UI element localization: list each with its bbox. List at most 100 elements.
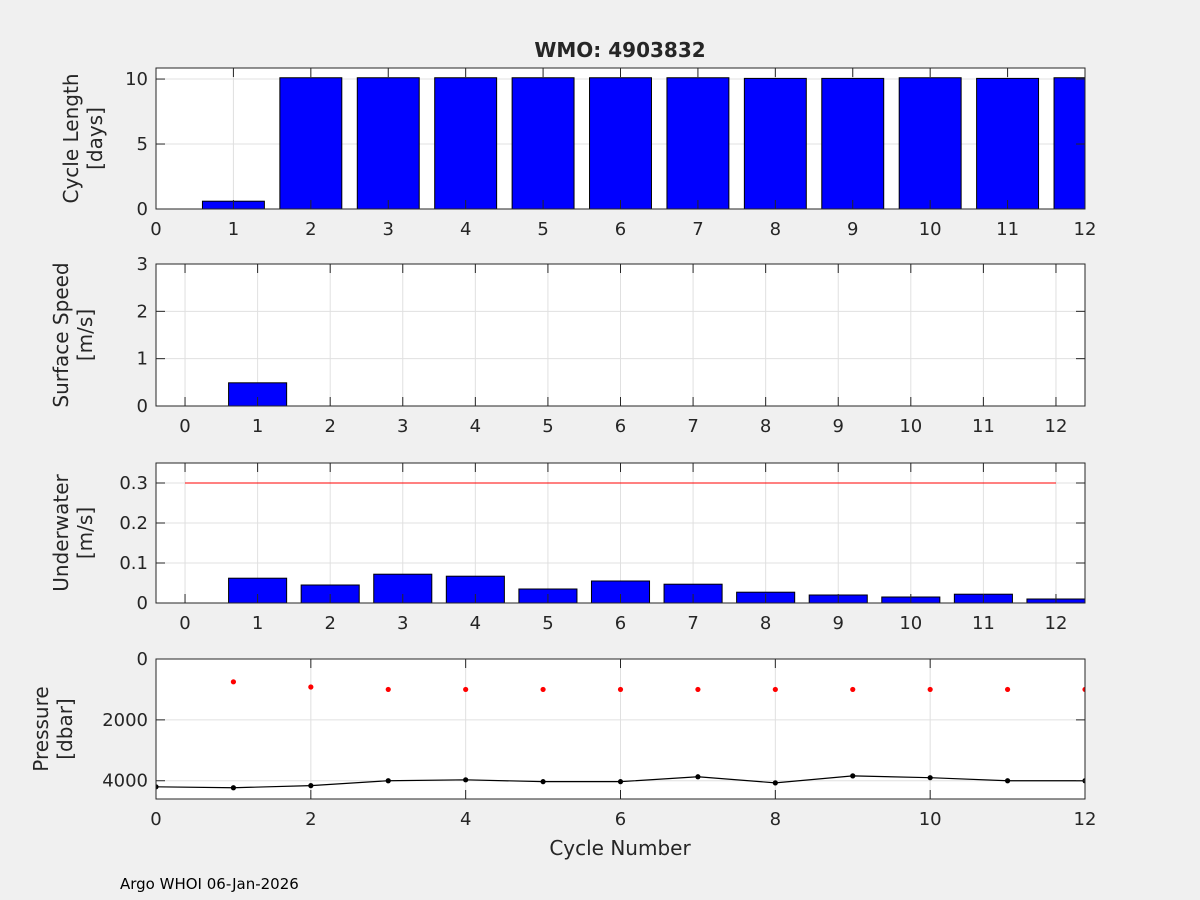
- x-tick-label: 0: [179, 416, 190, 437]
- y-tick-label: 4000: [102, 771, 148, 792]
- data-point: [156, 784, 159, 790]
- x-tick-label: 10: [919, 219, 942, 240]
- data-point: [385, 778, 391, 784]
- y-tick-label: 0: [137, 593, 148, 614]
- bar: [743, 77, 807, 209]
- x-tick-label: 12: [1074, 219, 1097, 240]
- x-axis-label: Cycle Number: [549, 836, 691, 860]
- x-tick-label: 0: [179, 613, 190, 634]
- y-axis-label: Surface Speed: [49, 262, 73, 407]
- x-tick-label: 3: [383, 219, 394, 240]
- x-tick-label: 6: [615, 613, 626, 634]
- x-tick-label: 2: [305, 809, 316, 830]
- x-tick-label: 7: [692, 219, 703, 240]
- x-tick-label: 10: [899, 613, 922, 634]
- x-tick-label: 11: [972, 613, 995, 634]
- plot-content: [228, 382, 288, 406]
- bar: [434, 77, 498, 209]
- data-point: [540, 779, 546, 785]
- x-tick-label: 8: [760, 416, 771, 437]
- x-tick-label: 2: [324, 613, 335, 634]
- x-tick-label: 4: [470, 416, 481, 437]
- bar: [590, 580, 651, 603]
- y-tick-label: 2: [137, 301, 148, 322]
- data-point: [1082, 686, 1085, 693]
- x-tick-label: 11: [996, 219, 1019, 240]
- bar: [589, 77, 652, 209]
- y-tick-label: 5: [137, 134, 148, 155]
- y-tick-label: 2000: [102, 710, 148, 731]
- y-tick-label: 0: [137, 396, 148, 417]
- x-tick-label: 3: [397, 416, 408, 437]
- x-tick-label: 7: [687, 613, 698, 634]
- data-point: [772, 686, 778, 693]
- x-tick-label: 8: [770, 219, 781, 240]
- y-tick-label: 0.3: [119, 473, 148, 494]
- chart-title: WMO: 4903832: [534, 38, 705, 62]
- x-tick-label: 5: [542, 416, 553, 437]
- x-tick-label: 7: [687, 416, 698, 437]
- y-axis-label: [dbar]: [53, 698, 77, 759]
- data-point: [1004, 778, 1011, 784]
- plot-content: [156, 679, 1085, 791]
- x-tick-label: 4: [460, 809, 471, 830]
- bar: [663, 583, 723, 603]
- data-point: [463, 686, 469, 693]
- y-tick-label: 10: [125, 69, 148, 90]
- data-point: [230, 785, 237, 791]
- bar: [511, 77, 575, 209]
- x-tick-label: 6: [615, 809, 626, 830]
- y-axis-label: Pressure: [29, 686, 53, 771]
- x-tick-label: 3: [397, 613, 408, 634]
- footer-text: Argo WHOI 06-Jan-2026: [120, 875, 299, 893]
- data-point: [385, 686, 391, 693]
- x-tick-label: 11: [972, 416, 995, 437]
- bar: [666, 77, 730, 209]
- x-tick-label: 1: [252, 416, 263, 437]
- data-point: [308, 684, 314, 690]
- y-tick-label: 0: [137, 199, 148, 220]
- y-axis-label: [days]: [83, 107, 107, 170]
- x-tick-label: 4: [460, 219, 471, 240]
- x-tick-label: 0: [150, 809, 161, 830]
- x-tick-label: 8: [770, 809, 781, 830]
- data-point: [695, 686, 701, 693]
- x-tick-label: 2: [324, 416, 335, 437]
- x-tick-label: 9: [833, 416, 844, 437]
- x-tick-label: 12: [1045, 613, 1068, 634]
- x-tick-label: 10: [919, 809, 942, 830]
- data-point: [617, 686, 624, 693]
- y-tick-label: 3: [137, 254, 148, 275]
- x-tick-label: 4: [470, 613, 481, 634]
- x-tick-label: 12: [1045, 416, 1068, 437]
- bar: [228, 382, 288, 406]
- data-point: [463, 777, 469, 783]
- bar: [821, 77, 885, 209]
- y-tick-label: 0.1: [119, 553, 148, 574]
- x-tick-label: 5: [537, 219, 548, 240]
- bar: [898, 77, 962, 209]
- x-tick-label: 0: [150, 219, 161, 240]
- x-tick-label: 12: [1074, 809, 1097, 830]
- x-tick-label: 9: [833, 613, 844, 634]
- subplot-4: 0 2 4 6 8 10 12 0 2000 4000 Pressure [dbar]: [29, 649, 1096, 830]
- data-point: [1004, 686, 1011, 693]
- data-point: [927, 686, 933, 693]
- data-point: [540, 686, 546, 693]
- x-tick-label: 2: [305, 219, 316, 240]
- bar: [976, 77, 1040, 209]
- y-axis-label: [m/s]: [73, 309, 97, 361]
- x-tick-label: 9: [847, 219, 858, 240]
- x-tick-label: 5: [542, 613, 553, 634]
- data-point: [927, 775, 933, 781]
- y-axis-label: Underwater: [49, 473, 73, 591]
- x-tick-label: 6: [615, 219, 626, 240]
- data-point: [230, 679, 237, 685]
- y-tick-label: 0.2: [119, 513, 148, 534]
- x-tick-label: 10: [899, 416, 922, 437]
- y-axis-label: Cycle Length: [59, 74, 83, 204]
